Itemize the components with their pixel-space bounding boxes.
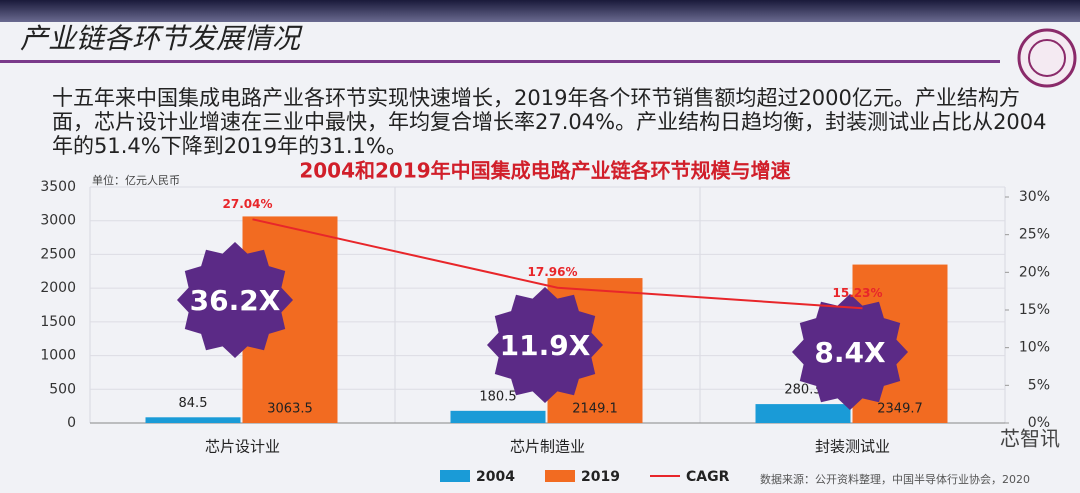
bar-value-label: 280.3 <box>784 383 821 398</box>
line-value-label: 27.04% <box>223 197 273 211</box>
legend-label: 2004 <box>476 469 515 485</box>
legend-swatch <box>440 470 470 482</box>
y-tick-label: 1500 <box>40 314 76 330</box>
badge-label: 36.2X <box>190 284 281 317</box>
y-tick-label: 0 <box>67 415 76 431</box>
watermark: 芯智讯 <box>1000 427 1060 451</box>
y2-tick-label: 25% <box>1019 227 1050 243</box>
legend-label: 2019 <box>581 469 620 485</box>
y2-tick-label: 5% <box>1028 377 1050 393</box>
y-tick-label: 1000 <box>40 348 76 364</box>
y2-tick-label: 20% <box>1019 264 1050 280</box>
badge-label: 11.9X <box>500 329 591 362</box>
line-value-label: 17.96% <box>528 265 578 279</box>
cagr-line <box>252 218 863 310</box>
bar <box>755 404 851 423</box>
badge <box>792 294 908 410</box>
x-tick-label: 芯片设计业 <box>205 438 280 456</box>
stage-band <box>0 0 1080 22</box>
x-tick-label: 芯片制造业 <box>510 438 585 456</box>
y-tick-label: 500 <box>49 381 76 397</box>
header-title: 产业链各环节发展情况 <box>20 22 303 55</box>
badge <box>177 242 293 358</box>
y2-tick-label: 15% <box>1019 302 1050 318</box>
y-tick-label: 2000 <box>40 280 76 296</box>
logo-ring <box>1028 39 1066 77</box>
logo <box>1017 28 1077 88</box>
legend-label: CAGR <box>686 469 730 485</box>
chart-title: 2004和2019年中国集成电路产业链各环节规模与增速 <box>299 159 790 183</box>
bar-value-label: 2149.1 <box>572 402 618 417</box>
y-tick-label: 3000 <box>40 213 76 229</box>
x-tick-label: 封装测试业 <box>815 438 890 456</box>
y-tick-label: 2500 <box>40 246 76 262</box>
bar-value-label: 180.5 <box>479 389 516 404</box>
legend-swatch <box>545 470 575 482</box>
y-tick-label: 3500 <box>40 179 76 195</box>
unit-label: 单位：亿元人民币 <box>92 173 180 187</box>
bar-value-label: 84.5 <box>179 396 208 411</box>
bar-value-label: 2349.7 <box>877 402 923 417</box>
line-value-label: 15.23% <box>833 286 883 300</box>
paragraph: 十五年来中国集成电路产业各环节实现快速增长，2019年各个环节销售额均超过200… <box>52 86 1047 158</box>
y2-tick-label: 0% <box>1028 415 1050 431</box>
bar-value-label: 3063.5 <box>267 402 313 417</box>
badge <box>487 287 603 403</box>
header-rule <box>0 60 1000 63</box>
source: 数据来源：公开资料整理，中国半导体行业协会，2020 <box>760 472 1030 486</box>
bar <box>450 410 546 423</box>
y2-tick-label: 30% <box>1019 189 1050 205</box>
y2-tick-label: 10% <box>1019 340 1050 356</box>
badge-label: 8.4X <box>814 336 886 369</box>
bar <box>145 417 241 423</box>
